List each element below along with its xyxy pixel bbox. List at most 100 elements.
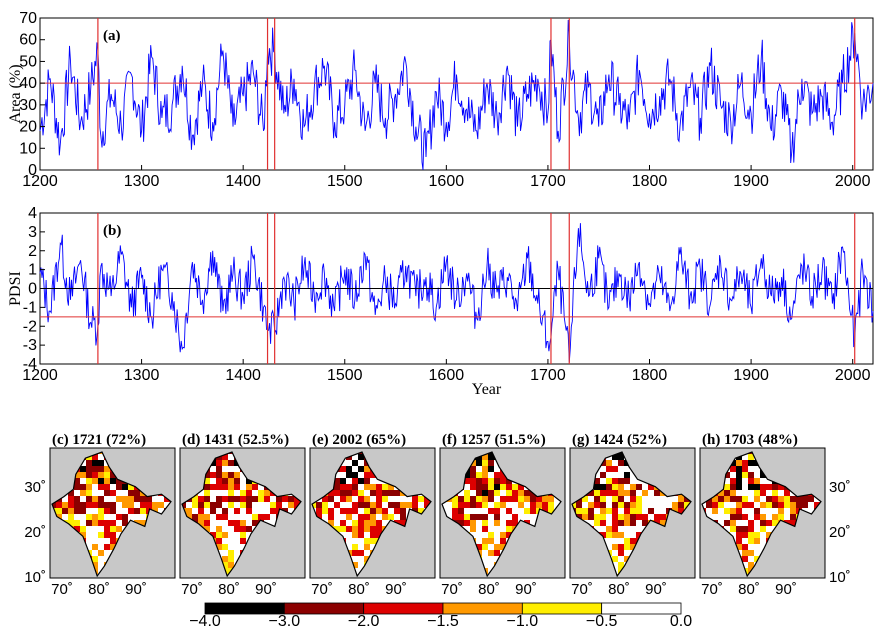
grid-cell (340, 484, 346, 490)
grid-cell (494, 478, 500, 484)
grid-cell (654, 502, 660, 508)
grid-cell (216, 472, 222, 478)
grid-cell (518, 502, 524, 508)
grid-cell (122, 502, 128, 508)
x-tick-label: 1700 (530, 367, 566, 384)
grid-cell (346, 514, 352, 520)
grid-cell (246, 478, 252, 484)
grid-cell (536, 496, 542, 502)
map-panel-title: (f) 1257 (51.5%) (442, 432, 546, 448)
grid-cell (346, 472, 352, 478)
grid-cell (778, 490, 784, 496)
grid-cell (482, 484, 488, 490)
grid-cell (600, 490, 606, 496)
grid-cell (104, 520, 110, 526)
grid-cell (92, 472, 98, 478)
grid-cell (216, 514, 222, 520)
grid-cell (382, 496, 388, 502)
grid-cell (446, 502, 452, 508)
grid-cell (458, 514, 464, 520)
grid-cell (636, 502, 642, 508)
grid-cell (376, 484, 382, 490)
grid-cell (376, 514, 382, 520)
grid-cell (246, 508, 252, 514)
grid-cell (92, 556, 98, 562)
grid-cell (724, 502, 730, 508)
grid-cell (80, 520, 86, 526)
grid-cell (736, 538, 742, 544)
grid-cell (606, 508, 612, 514)
grid-cell (588, 490, 594, 496)
grid-cell (494, 532, 500, 538)
grid-cell (352, 508, 358, 514)
grid-cell (382, 514, 388, 520)
grid-cell (488, 520, 494, 526)
grid-cell (760, 520, 766, 526)
grid-cell (116, 502, 122, 508)
grid-cell (294, 502, 300, 508)
grid-cell (98, 514, 104, 520)
grid-cell (606, 520, 612, 526)
grid-cell (334, 496, 340, 502)
grid-cell (258, 490, 264, 496)
grid-cell (494, 466, 500, 472)
grid-cell (452, 508, 458, 514)
grid-cell (636, 526, 642, 532)
grid-cell (494, 484, 500, 490)
grid-cell (334, 520, 340, 526)
grid-cell (790, 496, 796, 502)
grid-cell (388, 484, 394, 490)
grid-cell (488, 466, 494, 472)
grid-cell (760, 508, 766, 514)
grid-cell (500, 520, 506, 526)
grid-cell (772, 484, 778, 490)
grid-cell (796, 496, 802, 502)
grid-cell (222, 550, 228, 556)
grid-cell (104, 502, 110, 508)
grid-cell (92, 460, 98, 466)
grid-cell (340, 532, 346, 538)
data-series-line (39, 19, 874, 171)
grid-cell (86, 520, 92, 526)
grid-cell (68, 520, 74, 526)
grid-cell (784, 490, 790, 496)
grid-cell (134, 508, 140, 514)
grid-cell (594, 514, 600, 520)
grid-cell (736, 484, 742, 490)
data-series-line (39, 223, 874, 363)
grid-cell (68, 502, 74, 508)
grid-cell (476, 508, 482, 514)
grid-cell (104, 550, 110, 556)
lon-tick-label: 70˚ (441, 581, 463, 598)
grid-cell (86, 466, 92, 472)
y-tick-label: 3 (28, 224, 37, 241)
grid-cell (334, 508, 340, 514)
grid-cell (352, 484, 358, 490)
grid-cell (92, 502, 98, 508)
grid-cell (74, 484, 80, 490)
grid-cell (606, 502, 612, 508)
india-outline (701, 451, 822, 578)
grid-cell (784, 514, 790, 520)
grid-cell (264, 508, 270, 514)
grid-cell (482, 460, 488, 466)
grid-cell (736, 520, 742, 526)
grid-cell (742, 562, 748, 568)
grid-cell (240, 490, 246, 496)
grid-cell (648, 490, 654, 496)
lon-tick-label: 80˚ (88, 581, 110, 598)
grid-cell (346, 538, 352, 544)
india-outline (441, 451, 562, 578)
grid-cell (388, 496, 394, 502)
grid-cell (488, 526, 494, 532)
grid-cell (624, 514, 630, 520)
grid-cell (712, 496, 718, 502)
grid-cell (712, 508, 718, 514)
grid-cell (110, 532, 116, 538)
grid-cell (86, 538, 92, 544)
grid-cell (754, 502, 760, 508)
grid-cell (228, 478, 234, 484)
grid-cell (736, 502, 742, 508)
grid-cell (618, 454, 624, 460)
